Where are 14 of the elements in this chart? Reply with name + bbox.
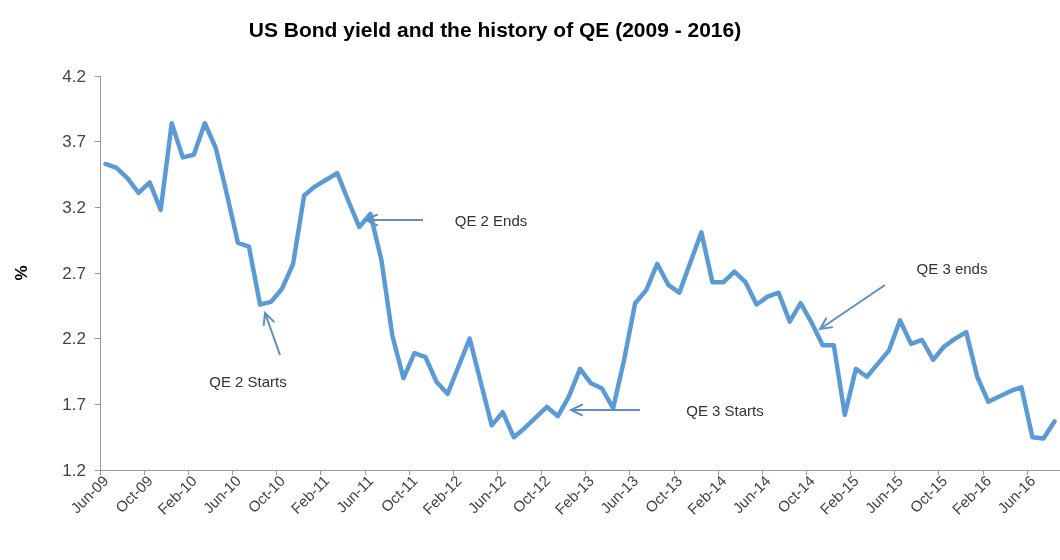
y-tick-label: 1.2 bbox=[62, 460, 86, 480]
y-tick-label: 3.7 bbox=[62, 132, 86, 152]
annotation: QE 3 ends bbox=[916, 259, 988, 277]
y-axis-title: % bbox=[12, 265, 31, 281]
y-tick-label: 3.2 bbox=[62, 197, 86, 217]
y-tick-label: 2.7 bbox=[62, 263, 86, 283]
annotation: QE 3 Starts bbox=[686, 401, 764, 419]
annotation: QE 2 Ends bbox=[454, 211, 528, 229]
y-tick-label: 2.2 bbox=[62, 329, 86, 349]
line-series bbox=[103, 121, 1057, 441]
chart-title: US Bond yield and the history of QE (2009 - 2016) bbox=[248, 18, 742, 41]
annotation: QE 2 Starts bbox=[209, 372, 287, 390]
y-tick-label: 4.2 bbox=[62, 66, 86, 86]
y-tick-label: 1.7 bbox=[62, 394, 86, 414]
